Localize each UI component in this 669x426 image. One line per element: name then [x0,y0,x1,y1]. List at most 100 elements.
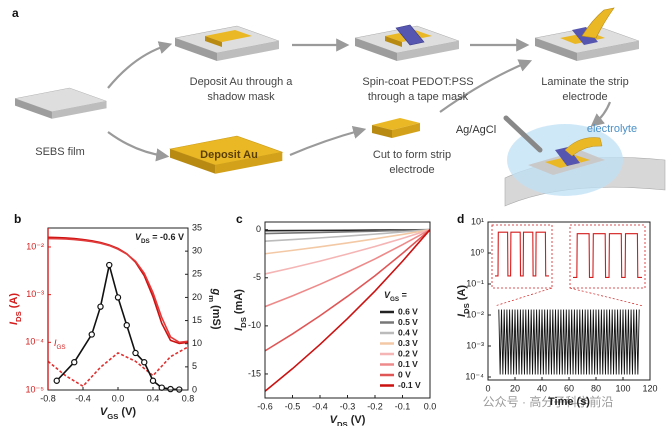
y-tick-label: 0 [256,224,261,234]
arrow [107,41,173,89]
text-part: m [207,295,216,302]
text-part: I [233,327,245,331]
panel-label: a [12,6,19,20]
plot-frame [47,227,189,391]
text-part: (V) [118,406,136,418]
annotation: IGS [54,338,66,351]
x-tick-label: -0.2 [367,401,383,411]
text-part: (A) [8,293,20,312]
strip-electrode [564,137,603,157]
data-point [167,385,174,393]
inset-frame [491,224,553,289]
x-axis-label: Time (s) [548,396,590,408]
inset-frame [569,224,646,289]
text-part: DS [337,420,348,426]
x-tick-label: 0 [485,383,490,393]
panel-label: b [14,212,21,226]
x-tick-label: -0.4 [75,393,91,403]
sebs-film [14,87,107,120]
y2-tick-label: 0 [192,384,197,394]
text-part: = -0.6 V [150,232,184,242]
strip [372,125,392,138]
panel-label: d [457,212,464,226]
y-tick-label: -10 [248,320,261,330]
text-part: = [399,290,407,300]
y2-axis-label: gm (mS) [207,287,222,329]
x-tick-label: 40 [537,383,547,393]
data-point [97,303,104,310]
strip-electrode [581,7,615,39]
series-line [498,309,640,375]
text-part: DS [239,317,248,328]
strip [372,118,420,130]
y-axis-label: IDS (A) [456,285,471,317]
inset-connector [495,287,553,306]
annotation: electrolyte [587,123,637,135]
x-axis-label: VDS (V) [330,414,366,426]
inset-line [573,233,642,278]
x-tick-label: 100 [615,383,630,393]
x-axis-label: VGS (V) [100,406,137,421]
legend-title: VGS = [384,290,407,303]
text-part: I [456,313,468,317]
plot-frame [264,221,431,399]
gold-strip [205,36,222,47]
text-part: GS [57,344,66,351]
annotation: VDS = -0.6 V [135,232,184,245]
annotation: Ag/AgCl [456,124,496,136]
y-tick-label: 10⁻⁴ [25,337,44,347]
text-part: V [135,232,142,242]
y-tick-label: -15 [248,368,261,378]
y2-tick-label: 30 [192,246,202,256]
step-label: Laminate the strip electrode [541,76,628,103]
arrow [289,125,367,157]
y2-tick-label: 10 [192,338,202,348]
reference-electrode [503,115,543,153]
data-point [106,261,113,269]
x-tick-label: 80 [591,383,601,393]
strip [392,123,420,138]
x-tick-label: 20 [510,383,520,393]
series-line [56,264,180,391]
x-tick-label: 120 [642,383,657,393]
text-part: (mA) [233,289,245,317]
text-part: (V) [348,414,366,426]
step-label: Spin-coat PEDOT:PSS through a tape mask [362,76,473,103]
series-line [264,228,431,243]
text-part: (mS) [210,302,222,330]
y2-tick-label: 15 [192,315,202,325]
plot-frame [487,221,651,381]
y-tick-label: 10⁰ [470,247,484,257]
gold-strip [205,30,252,42]
series-line [264,228,431,275]
y2-tick-label: 25 [192,269,202,279]
y-tick-label: 10⁻⁴ [465,371,484,381]
arrow [590,101,612,127]
pedot-layer [555,147,580,166]
y-axis-label: IDS (A) [8,293,23,325]
text-part: g [210,287,222,295]
y-tick-label: 10⁻¹ [466,278,484,288]
y-tick-label: -5 [253,272,261,282]
y-tick-label: 10⁻³ [26,289,44,299]
text-part: GS [107,412,118,421]
legend-label: 0.5 V [398,317,418,327]
y-tick-label: 10⁻² [26,241,44,251]
watermark: 公众号 · 高分子科学前沿 [483,394,614,409]
y-tick-label: 10⁻² [466,309,484,319]
text-part: GS [390,296,399,303]
legend-label: -0.1 V [398,380,421,390]
inset-connector [569,287,643,307]
text-part: V [330,414,339,426]
x-tick-label: -0.1 [395,401,411,411]
legend-label: 0.6 V [398,306,418,316]
y2-tick-label: 5 [192,361,197,371]
x-tick-label: 0.4 [147,393,160,403]
substrate [174,25,280,62]
y2-tick-label: 20 [192,292,202,302]
y-axis-label: IDS (mA) [233,289,248,331]
data-point [141,359,148,366]
data-point [132,349,139,357]
step-label: SEBS film [35,146,85,158]
x-tick-label: -0.6 [257,401,273,411]
